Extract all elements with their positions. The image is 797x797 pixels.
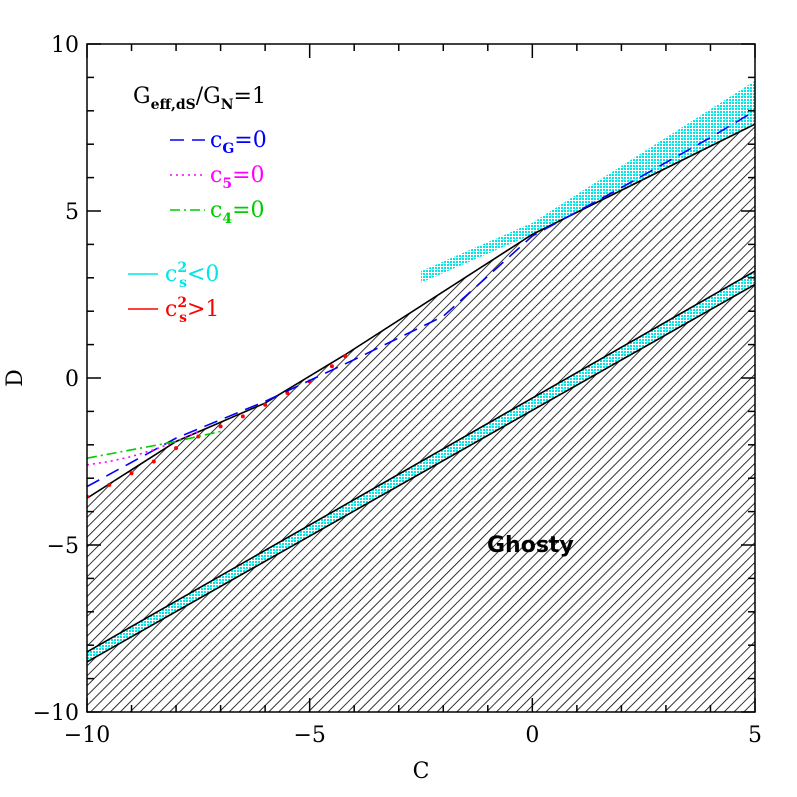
cyan-top-band [421, 80, 755, 283]
y-tick-label: −10 [33, 701, 79, 726]
hatch-region-upper [87, 124, 755, 652]
legend-entry: c4=0 [210, 198, 265, 227]
series-line-cG [87, 110, 755, 488]
x-axis-title: C [413, 759, 430, 784]
legend-entry: c2 s>1 [165, 295, 219, 326]
tick-labels: −10 −5 0 5 −10 −5 0 5 10 [33, 33, 762, 748]
x-tick-label: −10 [64, 723, 110, 748]
annotation-geff: Geff,dS/GN=1 [133, 84, 266, 113]
y-axis-title: D [3, 369, 28, 387]
axis-ticks [86, 43, 756, 713]
gap-upper-line [87, 270, 755, 653]
y-tick-label: 5 [65, 200, 79, 225]
hatch-region-lower [87, 284, 755, 712]
red-point [263, 402, 268, 407]
series-line-c5 [87, 430, 199, 466]
x-tick-label: 5 [748, 723, 762, 748]
y-tick-label: −5 [47, 534, 79, 559]
gap-lower-line [87, 283, 755, 663]
x-tick-label: 0 [525, 723, 539, 748]
legend-entry: c5=0 [210, 163, 265, 192]
red-point [107, 482, 112, 487]
ghosty-label: Ghosty [487, 533, 574, 558]
red-point [240, 414, 245, 419]
red-point [329, 364, 334, 369]
y-tick-label: 10 [51, 33, 79, 58]
red-point [151, 459, 156, 464]
series-line-c4 [87, 430, 221, 459]
x-tick-label: −5 [293, 723, 325, 748]
red-point [218, 424, 223, 429]
red-point [129, 471, 134, 476]
red-point [343, 354, 348, 359]
cyan-gap-band [87, 271, 755, 662]
red-point [174, 446, 179, 451]
legend-entry: cG=0 [210, 128, 267, 157]
legend: cG=0 c5=0 c4=0 c2 s<0 c2 s>1 [128, 128, 267, 326]
y-tick-label: 0 [65, 367, 79, 392]
legend-entry: c2 s<0 [165, 260, 219, 291]
plot-area [87, 80, 755, 712]
